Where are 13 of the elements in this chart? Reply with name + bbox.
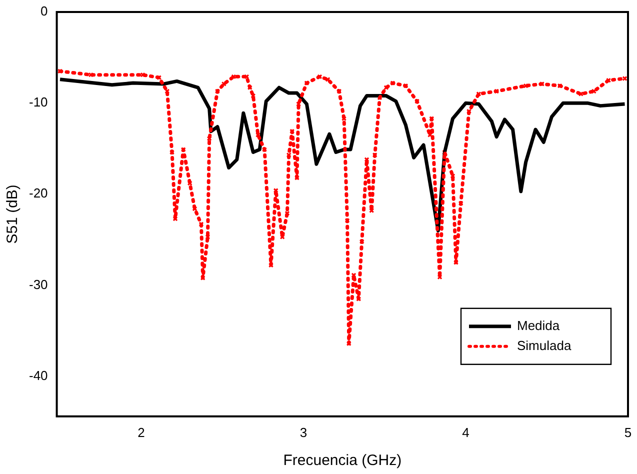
x-tick-label: 5 (624, 424, 632, 440)
y-tick-label: -20 (28, 186, 48, 201)
legend-label: Medida (517, 318, 560, 333)
y-tick-label: -40 (28, 368, 48, 383)
y-tick-label: -10 (28, 94, 48, 110)
y-tick-label: -30 (28, 276, 48, 292)
x-tick-label: 2 (138, 424, 145, 440)
y-tick-label: 0 (40, 4, 48, 19)
x-tick-label: 4 (462, 424, 470, 440)
x-axis-title: Frecuencia (GHz) (283, 452, 402, 470)
legend-label: Simulada (517, 338, 572, 353)
y-axis-title: S51 (dB) (4, 184, 22, 244)
x-tick-label: 3 (300, 424, 308, 440)
